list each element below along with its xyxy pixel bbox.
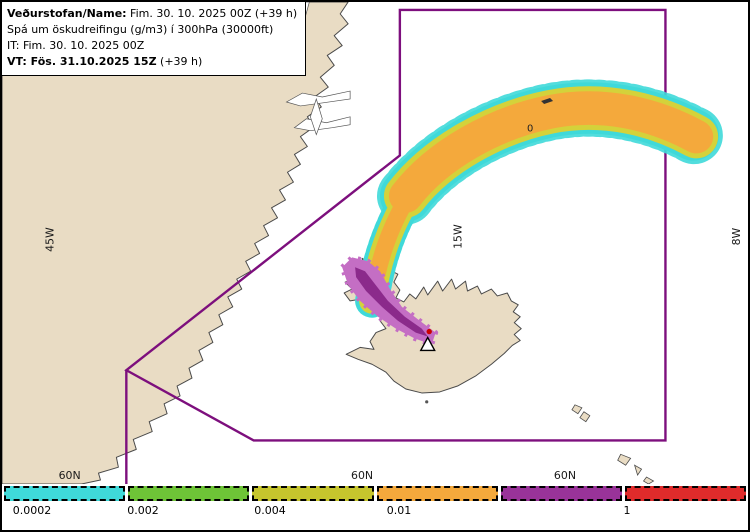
legend-color-bars xyxy=(2,484,748,501)
volcano-dot xyxy=(426,328,432,335)
info-line-description: Spá um öskudreifingu (g/m3) í 300hPa (30… xyxy=(7,23,274,36)
volcano-triangle-icon xyxy=(419,336,436,352)
lon-label-8w: 8W xyxy=(730,228,743,246)
greenland-landmass xyxy=(2,2,349,484)
jan-mayen-island xyxy=(541,98,554,104)
legend-swatch-red xyxy=(624,486,747,501)
info-name-label: Veðurstofan/Name: xyxy=(7,7,127,20)
bottom-right-islands xyxy=(617,453,655,484)
info-line-valid-time: VT: Fös. 31.10.2025 15Z (+39 h) xyxy=(7,54,297,70)
lat-label-60n-1: 60N xyxy=(59,469,81,482)
map-area: 45W 15W 8W 60N 60N 60N 0 Veðurstofan/Nam… xyxy=(2,2,748,484)
lon-label-45w: 45W xyxy=(44,227,57,252)
info-vt-label: VT: xyxy=(7,55,27,68)
info-line-issue-time: IT: Fim. 30. 10. 2025 00Z xyxy=(7,39,145,52)
fir-boundary xyxy=(124,8,667,442)
info-vt-value: Fös. 31.10.2025 15Z xyxy=(26,55,157,68)
legend-swatch-green xyxy=(128,486,250,501)
legend-value-5: 1 xyxy=(623,504,631,517)
ash-dark-purple-core xyxy=(355,267,428,337)
map-svg: 45W 15W 8W 60N 60N 60N 0 xyxy=(2,2,748,484)
lat-label-60n-3: 60N xyxy=(554,469,576,482)
legend-value-2: 0.002 xyxy=(127,504,159,517)
info-line-name: Veðurstofan/Name: Fim. 30. 10. 2025 00Z … xyxy=(7,6,297,22)
lat-label-60n-2: 60N xyxy=(351,469,373,482)
legend-value-1: 0.0002 xyxy=(12,504,52,517)
legend-threshold-values: 0.0002 0.002 0.004 0.01 1 xyxy=(2,501,748,525)
legend-swatch-olive xyxy=(252,486,374,501)
legend-swatch-cyan xyxy=(4,486,126,501)
faroe-islands xyxy=(571,404,591,423)
info-vt-suffix: (+39 h) xyxy=(156,55,203,68)
forecast-info-box: Veðurstofan/Name: Fim. 30. 10. 2025 00Z … xyxy=(2,2,307,76)
lon-label-15w: 15W xyxy=(452,224,465,249)
legend-swatch-orange xyxy=(376,486,498,501)
concentration-legend: 0.0002 0.002 0.004 0.01 1 xyxy=(2,484,748,528)
info-name-value: Fim. 30. 10. 2025 00Z (+39 h) xyxy=(126,7,298,20)
legend-swatch-purple xyxy=(500,486,622,501)
plume-contour-label: 0 xyxy=(527,124,533,135)
legend-value-4: 0.01 xyxy=(386,504,412,517)
legend-value-3: 0.004 xyxy=(254,504,286,517)
vestmannaeyjar-island xyxy=(425,400,429,404)
